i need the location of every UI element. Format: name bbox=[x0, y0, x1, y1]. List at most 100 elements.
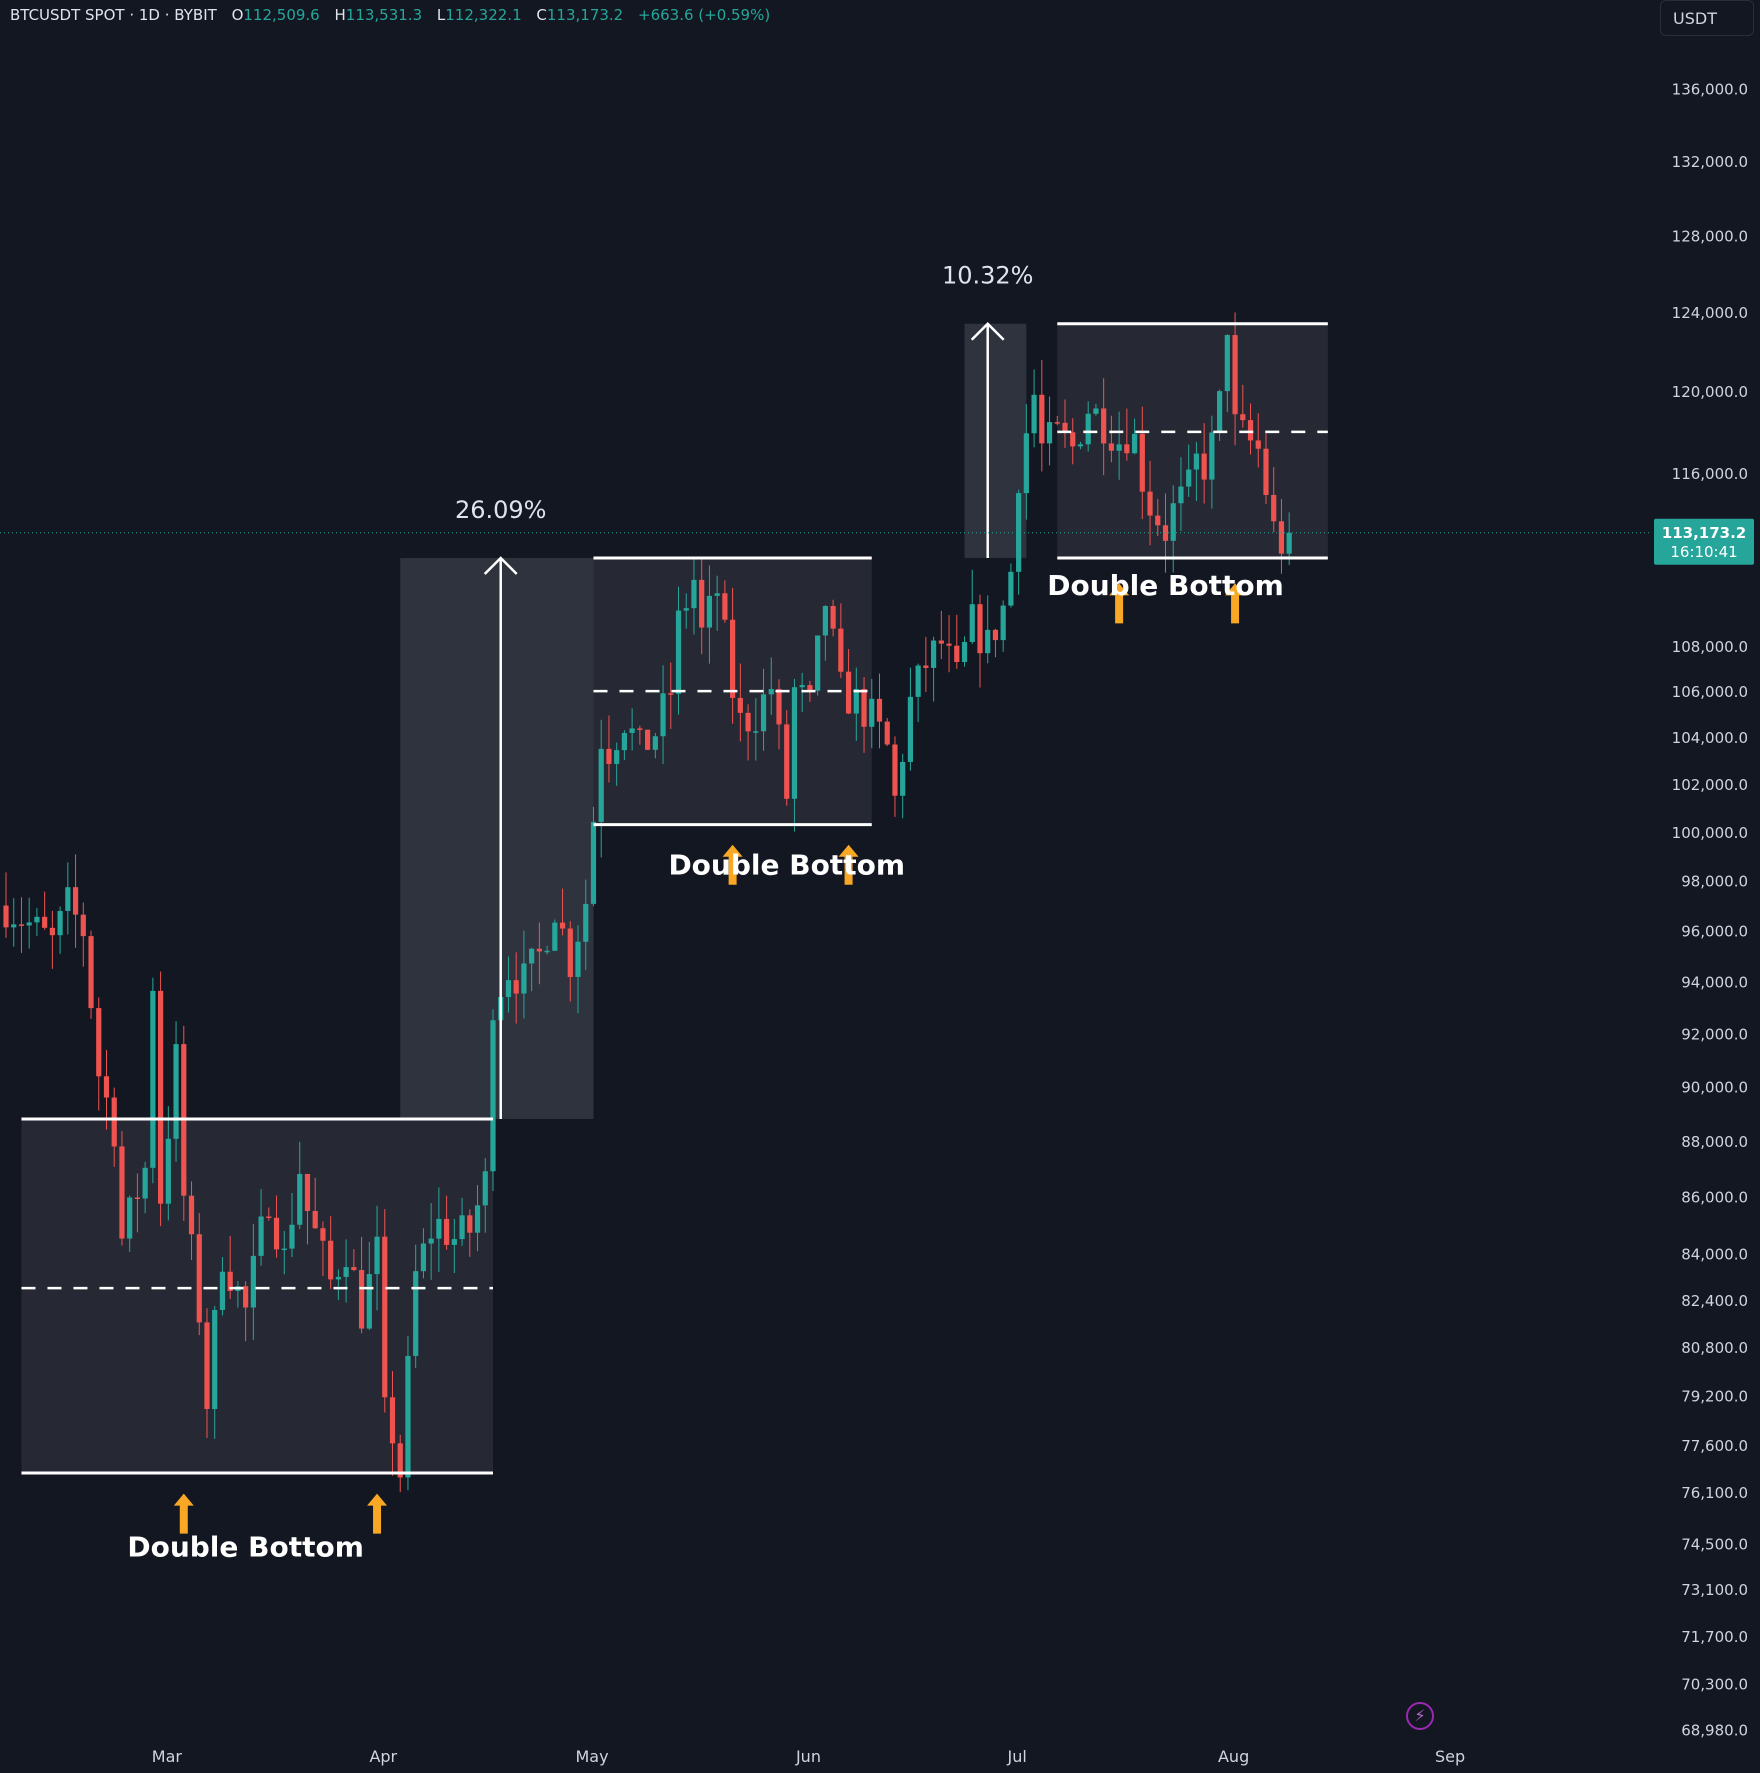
candle-body bbox=[567, 928, 573, 977]
open-key: O bbox=[231, 6, 244, 24]
measure-arrowhead bbox=[970, 321, 1005, 341]
candle-body bbox=[606, 748, 612, 764]
range-zone[interactable] bbox=[1057, 323, 1328, 558]
candle-body bbox=[1046, 422, 1053, 444]
candle-body bbox=[737, 697, 743, 713]
candle-body bbox=[861, 688, 867, 727]
candle-body bbox=[1255, 440, 1261, 449]
annotations: 26.09% 10.32% Double Bottom Double Bottom Do… bbox=[21, 262, 1328, 1563]
price-tick-label: 116,000.0 bbox=[1672, 465, 1748, 483]
price-tick-label: 124,000.0 bbox=[1672, 304, 1748, 322]
price-tick-label: 74,500.0 bbox=[1681, 1535, 1748, 1553]
candle-body bbox=[1186, 469, 1192, 487]
candle-body bbox=[961, 641, 968, 663]
candle-body bbox=[188, 1195, 195, 1235]
candle-body bbox=[459, 1215, 465, 1240]
candle-body bbox=[1286, 532, 1292, 554]
pattern-label: Double Bottom bbox=[127, 1530, 364, 1563]
candle-body bbox=[969, 604, 975, 642]
candle-body bbox=[366, 1274, 372, 1329]
candle-body bbox=[799, 685, 805, 688]
candle-body bbox=[1155, 515, 1161, 526]
candle-body bbox=[72, 887, 79, 915]
candle-body bbox=[652, 736, 658, 750]
candle-body bbox=[212, 1309, 218, 1409]
price-tick-label: 108,000.0 bbox=[1672, 638, 1748, 656]
range-zone[interactable] bbox=[21, 1118, 493, 1474]
candle-body bbox=[196, 1234, 202, 1323]
currency-button[interactable]: USDT bbox=[1660, 0, 1754, 36]
time-axis: Mar Apr May Jun Jul Aug Sep bbox=[152, 1747, 1465, 1766]
candle-body bbox=[931, 640, 937, 668]
candle-body bbox=[699, 579, 705, 628]
price-tick-label: 104,000.0 bbox=[1672, 729, 1748, 747]
candle-body bbox=[830, 606, 836, 629]
candle-body bbox=[923, 665, 929, 668]
candle-body bbox=[644, 729, 651, 750]
time-tick-label: Mar bbox=[152, 1747, 183, 1766]
symbol-label[interactable]: BTCUSDT SPOT · 1D · BYBIT bbox=[10, 6, 217, 24]
lightning-icon[interactable]: ⚡ bbox=[1406, 1702, 1434, 1730]
candle-body bbox=[258, 1216, 264, 1256]
candle-body bbox=[853, 688, 859, 714]
candle-body bbox=[382, 1236, 388, 1398]
candle-body bbox=[730, 619, 736, 698]
candle-body bbox=[289, 1224, 295, 1249]
up-arrow-icon bbox=[173, 1493, 194, 1534]
price-tick-label: 73,100.0 bbox=[1681, 1581, 1748, 1599]
price-tick-label: 136,000.0 bbox=[1672, 81, 1748, 99]
price-axis: 136,000.0 132,000.0 128,000.0 124,000.0 120,… bbox=[1672, 81, 1748, 1740]
candle-body bbox=[227, 1271, 233, 1291]
candle-body bbox=[869, 698, 875, 727]
candle-body bbox=[1085, 413, 1091, 445]
candle-body bbox=[1247, 420, 1254, 441]
candle-body bbox=[1263, 448, 1269, 495]
candle-body bbox=[1016, 493, 1022, 572]
measure-label: 26.09% bbox=[455, 496, 547, 524]
candle-body bbox=[297, 1173, 303, 1225]
high-value: 113,531.3 bbox=[345, 6, 423, 24]
candle-body bbox=[173, 1044, 179, 1139]
candle-body bbox=[1232, 335, 1238, 415]
candle-body bbox=[88, 936, 94, 1009]
candle-body bbox=[815, 635, 821, 691]
up-arrow-icon bbox=[838, 844, 859, 885]
candle-body bbox=[1271, 494, 1277, 522]
candle-body bbox=[1031, 394, 1037, 434]
candle-body bbox=[1124, 444, 1130, 454]
low-key: L bbox=[436, 6, 446, 24]
candle-body bbox=[420, 1243, 427, 1272]
candle-body bbox=[845, 671, 852, 714]
high-key: H bbox=[334, 6, 346, 24]
ohlc-legend: BTCUSDT SPOT · 1D · BYBIT O112,509.6 H11… bbox=[10, 6, 770, 24]
candle-body bbox=[544, 950, 550, 953]
pattern-label: Double Bottom bbox=[668, 849, 905, 882]
candle-body bbox=[1162, 525, 1169, 541]
measure-zone[interactable] bbox=[400, 557, 594, 1119]
candle-body bbox=[915, 665, 921, 697]
candle-body bbox=[1278, 521, 1285, 554]
price-tick-label: 100,000.0 bbox=[1672, 824, 1748, 842]
candle-body bbox=[474, 1205, 481, 1233]
candle-body bbox=[42, 916, 48, 928]
candle-body bbox=[397, 1443, 403, 1478]
candle-body bbox=[513, 980, 519, 994]
candle-body bbox=[691, 579, 697, 609]
price-tick-label: 132,000.0 bbox=[1672, 153, 1748, 171]
candle-body bbox=[26, 922, 32, 926]
candle-body bbox=[96, 1008, 102, 1077]
candle-body bbox=[706, 595, 713, 628]
close-key: C bbox=[536, 6, 547, 24]
candle-body bbox=[57, 910, 63, 936]
price-tick-label: 88,000.0 bbox=[1681, 1133, 1748, 1151]
candle-body bbox=[1039, 394, 1045, 444]
candle-body bbox=[1008, 571, 1014, 606]
candle-body bbox=[273, 1217, 280, 1250]
candle-body bbox=[1170, 503, 1176, 541]
candle-body bbox=[80, 914, 86, 937]
candle-body bbox=[1178, 486, 1184, 504]
up-arrow-icon bbox=[722, 844, 743, 885]
candle-body bbox=[668, 693, 674, 695]
candle-body bbox=[1139, 433, 1145, 492]
